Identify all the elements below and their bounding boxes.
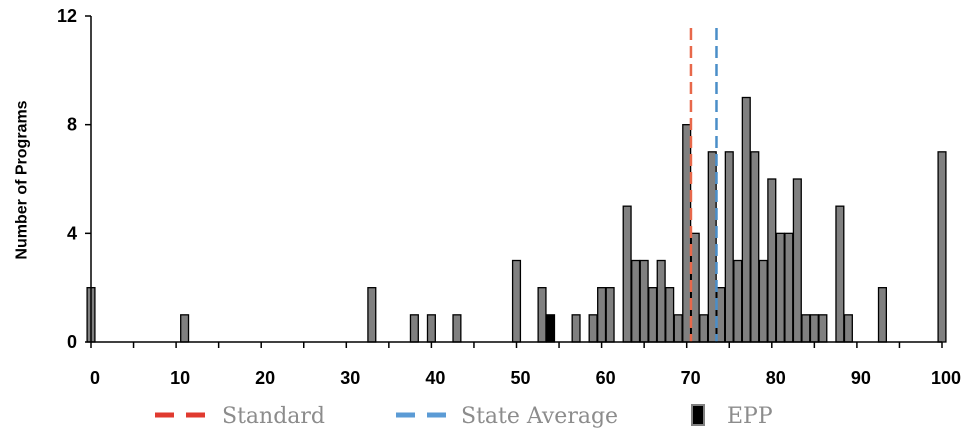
bar-89 [843,314,853,343]
x-tick-label-80: 80 [766,368,786,388]
legend-label-standard: Standard [222,404,325,429]
bar-82 [784,232,794,343]
bar-67 [656,259,666,343]
x-tick-label-50: 50 [510,368,530,388]
axes-group: 0 4 8 12 0 10 20 30 40 50 60 70 80 90 100 [57,6,961,388]
bar-highlight-epp [545,314,556,343]
bar-77 [741,96,751,343]
bar-74 [716,287,726,343]
bar-40 [426,314,436,343]
bar-65 [639,259,649,343]
bar-93 [877,287,888,343]
x-tick-label-60: 60 [596,368,616,388]
y-tick-label-0: 0 [67,332,77,352]
bar-73 [707,151,717,343]
bar-63 [622,205,632,343]
x-tick-label-30: 30 [340,368,360,388]
reference-lines-group [689,28,718,342]
bar-68 [665,287,675,343]
bar-88 [835,205,845,343]
bar-53 [537,287,547,343]
x-tick-label-40: 40 [425,368,445,388]
bar-78 [750,151,760,343]
y-tick-label-12: 12 [57,6,77,26]
bars-group [86,96,947,343]
legend-label-state-average: State Average [461,404,618,429]
bar-64 [631,259,641,343]
y-axis-title: Number of Programs [14,100,31,259]
x-tick-label-20: 20 [255,368,275,388]
bar-69 [673,314,683,343]
legend-swatch-epp [691,404,705,426]
x-tick-label-10: 10 [170,368,190,388]
bar-38 [409,314,419,343]
bar-100 [937,151,947,343]
bar-76 [733,259,743,343]
bar-33 [367,287,377,343]
y-tick-label-8: 8 [67,115,77,135]
x-tick-label-70: 70 [681,368,701,388]
legend: Standard State Average EPP [155,404,773,429]
bar-72 [699,314,709,343]
x-tick-label-100: 100 [931,368,961,388]
bar-61 [605,287,615,343]
bar-59 [588,314,598,343]
bar-50 [511,259,522,343]
bar-86 [818,314,828,343]
legend-label-epp: EPP [727,404,773,429]
x-tick-label-90: 90 [851,368,871,388]
y-tick-label-4: 4 [67,223,77,243]
bar-60 [597,287,607,343]
bar-81 [775,232,785,343]
bar-79 [758,259,768,343]
bar-70 [682,124,692,343]
bar-84 [801,314,811,343]
bar-80 [767,178,777,343]
bar-83 [792,178,802,343]
bar-75 [724,151,734,343]
bar-11 [180,314,190,343]
bar-71 [690,232,700,343]
bar-43 [452,314,462,343]
bar-85 [809,314,819,343]
x-tick-label-0: 0 [90,368,100,388]
bar-66 [648,287,658,343]
bar-57 [571,314,581,343]
